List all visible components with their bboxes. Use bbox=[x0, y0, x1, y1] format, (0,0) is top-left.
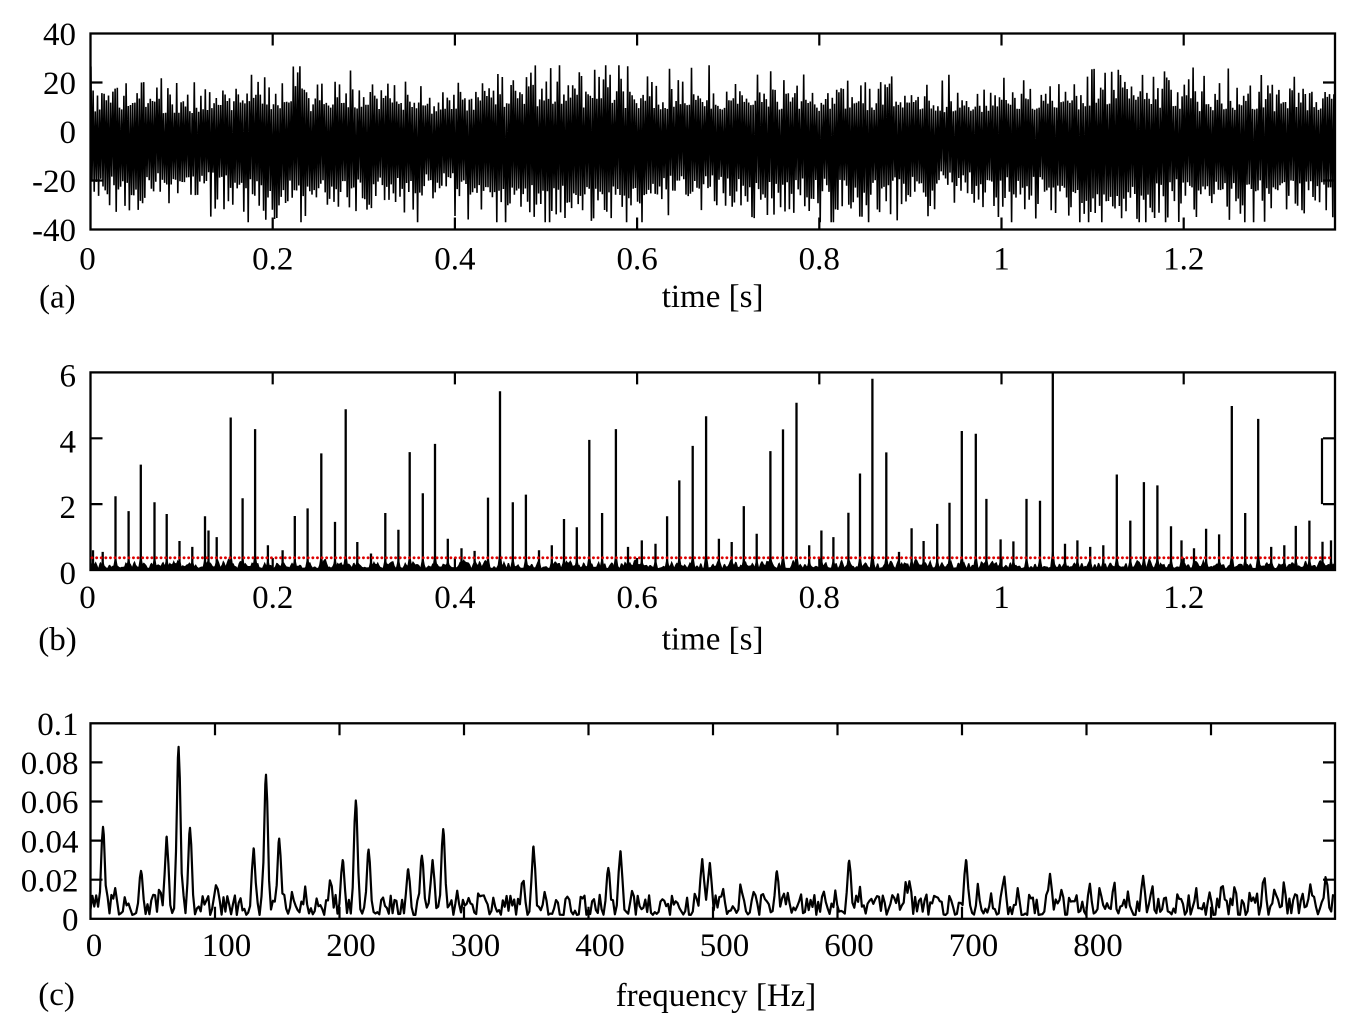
svg-text:-20: -20 bbox=[32, 164, 76, 200]
svg-text:1.2: 1.2 bbox=[1163, 580, 1204, 616]
svg-text:40: 40 bbox=[43, 17, 76, 53]
svg-text:500: 500 bbox=[700, 928, 750, 964]
svg-text:0.6: 0.6 bbox=[616, 580, 657, 616]
svg-text:6: 6 bbox=[60, 358, 77, 394]
svg-text:0: 0 bbox=[86, 928, 103, 964]
svg-text:700: 700 bbox=[949, 928, 999, 964]
svg-text:1: 1 bbox=[993, 241, 1010, 277]
svg-text:(c): (c) bbox=[38, 977, 75, 1013]
svg-text:time [s]: time [s] bbox=[662, 622, 764, 658]
svg-text:0.4: 0.4 bbox=[434, 580, 475, 616]
svg-text:2: 2 bbox=[60, 490, 77, 526]
svg-text:0: 0 bbox=[79, 241, 96, 277]
svg-text:600: 600 bbox=[824, 928, 874, 964]
svg-text:0.6: 0.6 bbox=[616, 241, 657, 277]
svg-text:1: 1 bbox=[993, 580, 1010, 616]
svg-text:0.08: 0.08 bbox=[21, 746, 79, 782]
svg-text:1.2: 1.2 bbox=[1163, 241, 1204, 277]
svg-text:0.06: 0.06 bbox=[21, 785, 79, 821]
svg-text:0: 0 bbox=[79, 580, 96, 616]
svg-text:0.4: 0.4 bbox=[434, 241, 475, 277]
svg-text:0.2: 0.2 bbox=[252, 580, 293, 616]
svg-text:400: 400 bbox=[575, 928, 625, 964]
svg-text:-40: -40 bbox=[32, 213, 76, 249]
svg-text:100: 100 bbox=[202, 928, 252, 964]
svg-text:20: 20 bbox=[43, 66, 76, 102]
svg-text:0: 0 bbox=[60, 556, 77, 592]
svg-text:0: 0 bbox=[60, 115, 77, 151]
svg-text:(a): (a) bbox=[39, 280, 76, 316]
svg-text:(b): (b) bbox=[38, 622, 76, 658]
svg-text:800: 800 bbox=[1073, 928, 1123, 964]
svg-text:0.2: 0.2 bbox=[252, 241, 293, 277]
svg-text:0.8: 0.8 bbox=[799, 580, 840, 616]
svg-text:0.04: 0.04 bbox=[21, 824, 79, 860]
svg-text:frequency [Hz]: frequency [Hz] bbox=[616, 978, 817, 1014]
svg-text:300: 300 bbox=[451, 928, 501, 964]
svg-text:0.1: 0.1 bbox=[37, 707, 78, 743]
svg-text:0.02: 0.02 bbox=[21, 863, 79, 899]
svg-text:0.8: 0.8 bbox=[799, 241, 840, 277]
svg-text:0: 0 bbox=[62, 903, 79, 939]
svg-text:4: 4 bbox=[60, 424, 77, 460]
svg-text:200: 200 bbox=[326, 928, 376, 964]
svg-text:time [s]: time [s] bbox=[662, 279, 764, 315]
